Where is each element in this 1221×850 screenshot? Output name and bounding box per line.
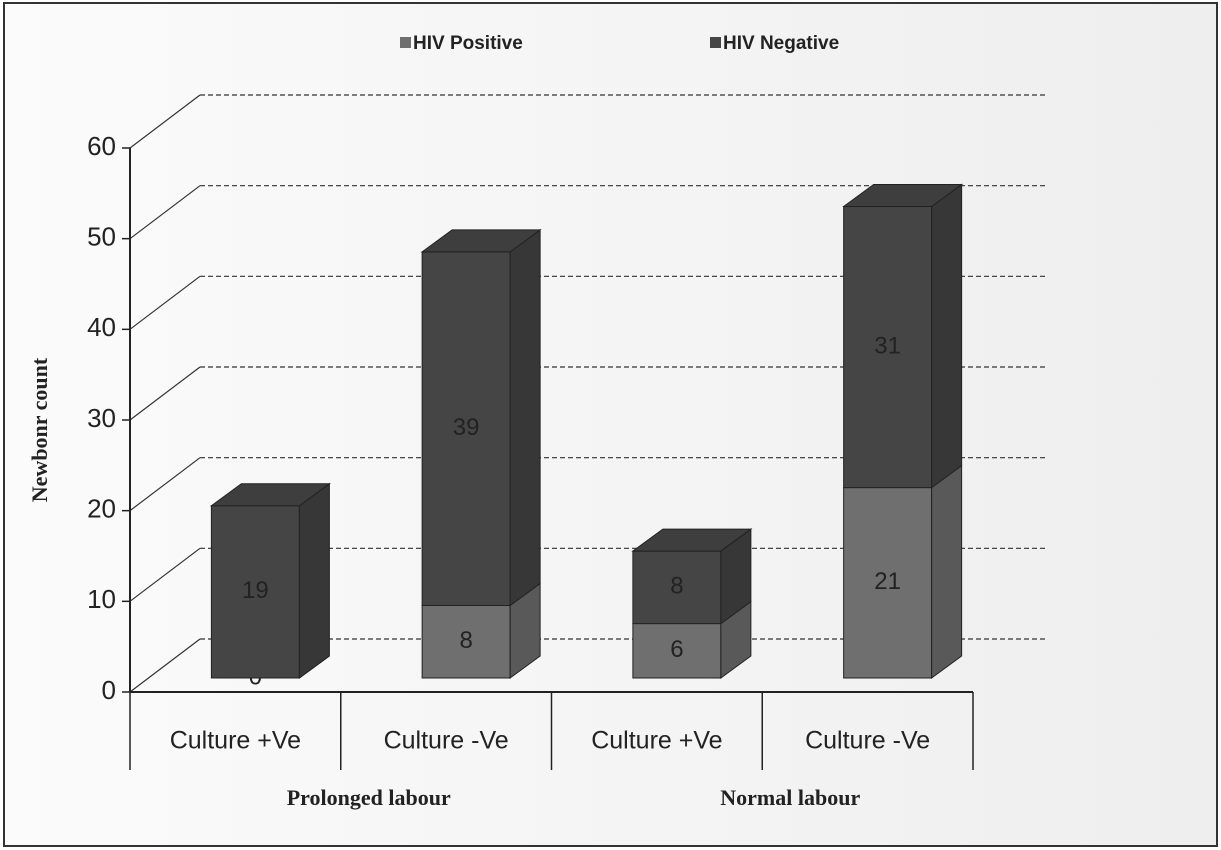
bar-side <box>509 228 541 607</box>
y-axis-label: Newbonr count <box>27 357 52 502</box>
legend-swatch <box>400 37 411 48</box>
bar-top <box>420 229 542 253</box>
grid-diagonal <box>129 638 201 693</box>
grid-diagonal <box>129 366 201 421</box>
x-tick-label: Culture -Ve <box>384 727 509 755</box>
legend-swatch <box>710 37 721 48</box>
bar-top <box>209 483 331 507</box>
group-label: Normal labour <box>720 785 860 810</box>
data-label: 21 <box>874 568 901 595</box>
bar-segment <box>210 505 300 679</box>
data-label: 6 <box>670 636 683 663</box>
grid-diagonal <box>129 94 201 149</box>
y-tick-label: 40 <box>87 312 116 342</box>
data-label: 19 <box>242 577 269 604</box>
data-label: 39 <box>453 414 480 441</box>
legend-label: HIV Negative <box>723 33 839 54</box>
grid-diagonal <box>129 275 201 330</box>
frame <box>3 2 1218 847</box>
x-tick-label: Culture +Ve <box>170 727 301 755</box>
data-label: 8 <box>459 627 472 654</box>
bar-segment <box>632 623 722 679</box>
data-label: 31 <box>874 332 901 359</box>
bar-side <box>298 482 330 679</box>
y-tick-label: 0 <box>102 675 116 705</box>
x-tick-label: Culture -Ve <box>805 727 930 755</box>
group-label: Prolonged labour <box>287 785 451 810</box>
y-tick-label: 20 <box>87 494 116 524</box>
bar-segment <box>843 206 933 489</box>
y-tick-label: 30 <box>87 403 116 433</box>
y-tick-label: 50 <box>87 222 116 252</box>
data-label: 8 <box>670 573 683 600</box>
bar-segment <box>421 251 511 606</box>
y-tick-label: 10 <box>87 584 116 614</box>
y-tick-label: 60 <box>87 131 116 161</box>
bar-top <box>842 184 964 208</box>
bar-segment <box>843 487 933 679</box>
grid-diagonal <box>129 457 201 512</box>
bar-side <box>931 464 963 679</box>
grid-diagonal <box>129 185 201 240</box>
bar-side <box>931 183 963 489</box>
legend-label: HIV Positive <box>413 33 523 54</box>
bar-top <box>631 528 753 552</box>
grid-diagonal <box>129 547 201 602</box>
x-tick-label: Culture +Ve <box>591 727 722 755</box>
